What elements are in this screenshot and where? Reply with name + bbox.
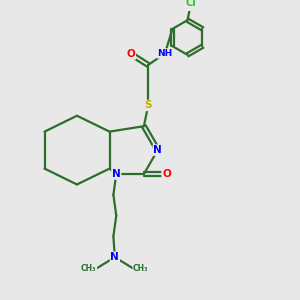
Text: S: S: [145, 100, 152, 110]
Text: O: O: [162, 169, 171, 179]
Text: N: N: [112, 169, 121, 179]
Text: N: N: [153, 145, 162, 155]
Text: Cl: Cl: [186, 0, 196, 8]
Text: CH₃: CH₃: [81, 264, 97, 273]
Text: N: N: [110, 252, 119, 262]
Text: CH₃: CH₃: [133, 264, 148, 273]
Text: O: O: [127, 49, 135, 59]
Text: NH: NH: [157, 49, 172, 58]
